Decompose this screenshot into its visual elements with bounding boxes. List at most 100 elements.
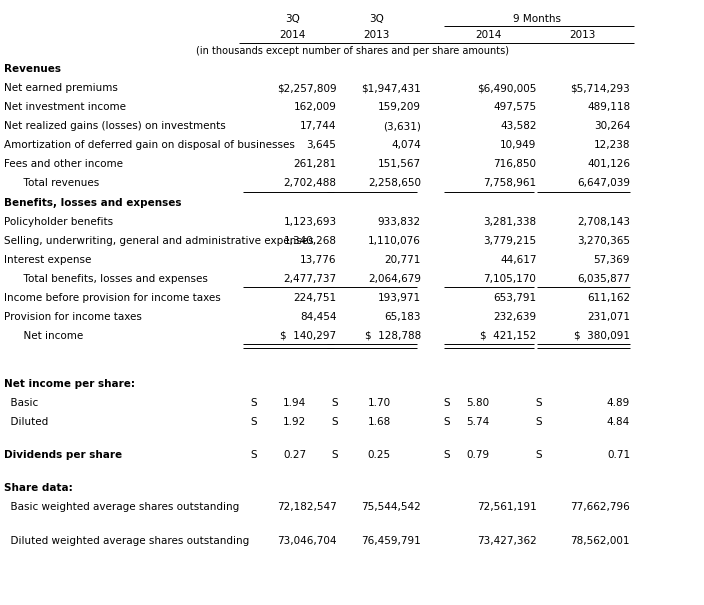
Text: 43,582: 43,582	[500, 121, 536, 131]
Text: 162,009: 162,009	[294, 102, 337, 112]
Text: 0.27: 0.27	[283, 450, 306, 460]
Text: 78,562,001: 78,562,001	[570, 536, 630, 546]
Text: 401,126: 401,126	[587, 159, 630, 169]
Text: S: S	[444, 397, 450, 408]
Text: S: S	[250, 397, 256, 408]
Text: Share data:: Share data:	[4, 483, 73, 493]
Text: 1,340,268: 1,340,268	[284, 235, 337, 246]
Text: Benefits, losses and expenses: Benefits, losses and expenses	[4, 197, 181, 208]
Text: Basic weighted average shares outstanding: Basic weighted average shares outstandin…	[4, 502, 239, 512]
Text: Revenues: Revenues	[4, 64, 61, 74]
Text: 231,071: 231,071	[587, 312, 630, 322]
Text: S: S	[331, 417, 337, 427]
Text: $2,257,809: $2,257,809	[277, 83, 337, 93]
Text: S: S	[444, 417, 450, 427]
Text: 1,123,693: 1,123,693	[284, 217, 337, 226]
Text: 1.92: 1.92	[283, 417, 306, 427]
Text: $  421,152: $ 421,152	[480, 331, 536, 341]
Text: $  128,788: $ 128,788	[365, 331, 421, 341]
Text: Fees and other income: Fees and other income	[4, 159, 122, 169]
Text: 13,776: 13,776	[300, 255, 337, 264]
Text: Basic: Basic	[4, 397, 38, 408]
Text: 4.84: 4.84	[607, 417, 630, 427]
Text: S: S	[331, 397, 337, 408]
Text: 7,105,170: 7,105,170	[484, 273, 536, 284]
Text: 2013: 2013	[363, 30, 390, 40]
Text: 6,647,039: 6,647,039	[577, 178, 630, 188]
Text: 76,459,791: 76,459,791	[361, 536, 421, 546]
Text: 0.71: 0.71	[607, 450, 630, 460]
Text: 2,708,143: 2,708,143	[577, 217, 630, 226]
Text: 1.94: 1.94	[283, 397, 306, 408]
Text: Total revenues: Total revenues	[4, 178, 99, 188]
Text: 2,477,737: 2,477,737	[284, 273, 337, 284]
Text: Income before provision for income taxes: Income before provision for income taxes	[4, 293, 220, 302]
Text: 73,046,704: 73,046,704	[277, 536, 337, 546]
Text: 9 Months: 9 Months	[513, 13, 561, 24]
Text: 5.74: 5.74	[466, 417, 489, 427]
Text: 611,162: 611,162	[587, 293, 630, 302]
Text: 72,561,191: 72,561,191	[477, 502, 536, 512]
Text: Diluted weighted average shares outstanding: Diluted weighted average shares outstand…	[4, 536, 249, 546]
Text: $1,947,431: $1,947,431	[361, 83, 421, 93]
Text: (3,631): (3,631)	[383, 121, 421, 131]
Text: $  140,297: $ 140,297	[280, 331, 337, 341]
Text: 2,064,679: 2,064,679	[368, 273, 421, 284]
Text: 4.89: 4.89	[607, 397, 630, 408]
Text: 3,281,338: 3,281,338	[484, 217, 536, 226]
Text: 3,645: 3,645	[307, 140, 337, 150]
Text: Amortization of deferred gain on disposal of businesses: Amortization of deferred gain on disposa…	[4, 140, 294, 150]
Text: $6,490,005: $6,490,005	[477, 83, 536, 93]
Text: Net income per share:: Net income per share:	[4, 379, 134, 388]
Text: Net realized gains (losses) on investments: Net realized gains (losses) on investmen…	[4, 121, 225, 131]
Text: $  380,091: $ 380,091	[574, 331, 630, 341]
Text: 7,758,961: 7,758,961	[484, 178, 536, 188]
Text: S: S	[535, 397, 541, 408]
Text: 1.70: 1.70	[367, 397, 391, 408]
Text: 77,662,796: 77,662,796	[570, 502, 630, 512]
Text: 653,791: 653,791	[494, 293, 536, 302]
Text: 151,567: 151,567	[378, 159, 421, 169]
Text: 232,639: 232,639	[494, 312, 536, 322]
Text: S: S	[535, 417, 541, 427]
Text: 65,183: 65,183	[384, 312, 421, 322]
Text: 159,209: 159,209	[378, 102, 421, 112]
Text: 3Q: 3Q	[284, 13, 300, 24]
Text: 497,575: 497,575	[494, 102, 536, 112]
Text: Policyholder benefits: Policyholder benefits	[4, 217, 113, 226]
Text: 3Q: 3Q	[369, 13, 384, 24]
Text: 489,118: 489,118	[587, 102, 630, 112]
Text: Net income: Net income	[4, 331, 83, 341]
Text: 44,617: 44,617	[500, 255, 536, 264]
Text: 10,949: 10,949	[500, 140, 536, 150]
Text: 75,544,542: 75,544,542	[361, 502, 421, 512]
Text: 1.68: 1.68	[367, 417, 391, 427]
Text: S: S	[250, 417, 256, 427]
Text: 2014: 2014	[475, 30, 502, 40]
Text: 17,744: 17,744	[300, 121, 337, 131]
Text: Net investment income: Net investment income	[4, 102, 125, 112]
Text: Interest expense: Interest expense	[4, 255, 91, 264]
Text: Selling, underwriting, general and administrative expenses: Selling, underwriting, general and admin…	[4, 235, 313, 246]
Text: 0.25: 0.25	[367, 450, 391, 460]
Text: 224,751: 224,751	[294, 293, 337, 302]
Text: 12,238: 12,238	[593, 140, 630, 150]
Text: 2,702,488: 2,702,488	[284, 178, 337, 188]
Text: 4,074: 4,074	[391, 140, 421, 150]
Text: 933,832: 933,832	[378, 217, 421, 226]
Text: 84,454: 84,454	[300, 312, 337, 322]
Text: Provision for income taxes: Provision for income taxes	[4, 312, 142, 322]
Text: 3,779,215: 3,779,215	[484, 235, 536, 246]
Text: S: S	[331, 450, 337, 460]
Text: 261,281: 261,281	[294, 159, 337, 169]
Text: 2,258,650: 2,258,650	[368, 178, 421, 188]
Text: 30,264: 30,264	[593, 121, 630, 131]
Text: 5.80: 5.80	[466, 397, 489, 408]
Text: 1,110,076: 1,110,076	[368, 235, 421, 246]
Text: 72,182,547: 72,182,547	[277, 502, 337, 512]
Text: 2014: 2014	[279, 30, 306, 40]
Text: Net earned premiums: Net earned premiums	[4, 83, 118, 93]
Text: Diluted: Diluted	[4, 417, 48, 427]
Text: $5,714,293: $5,714,293	[570, 83, 630, 93]
Text: 716,850: 716,850	[494, 159, 536, 169]
